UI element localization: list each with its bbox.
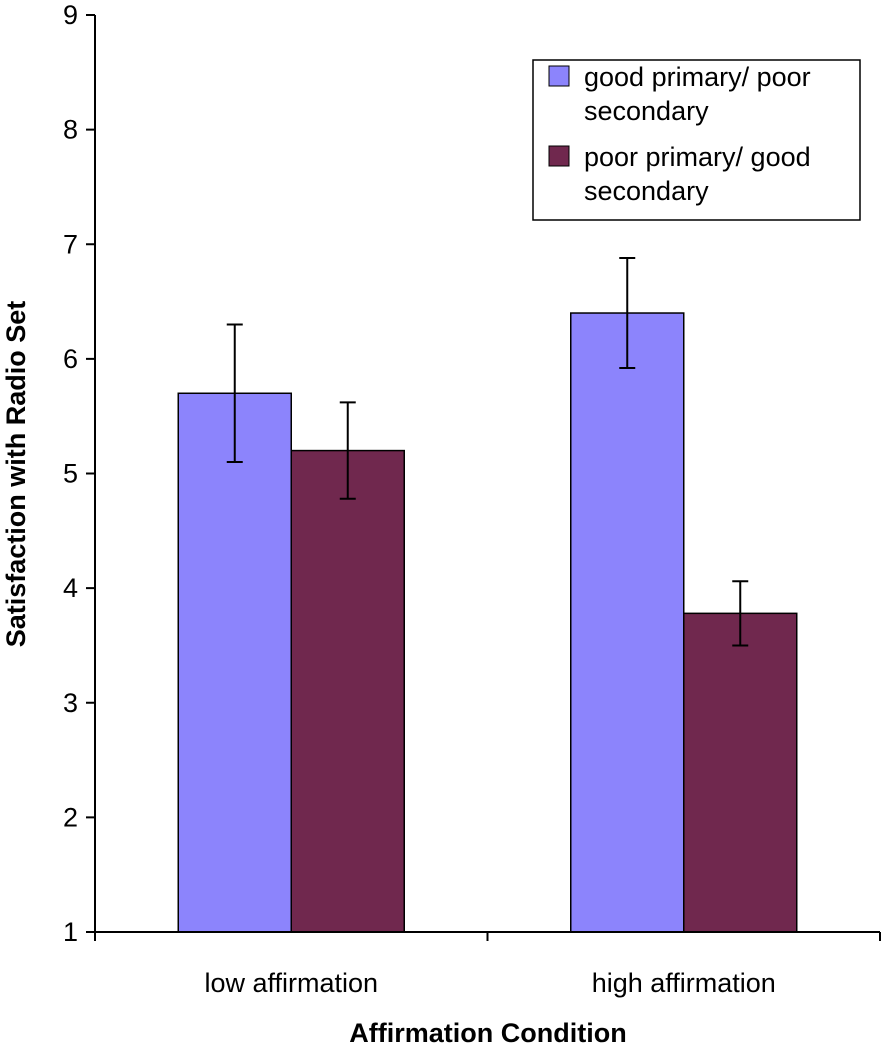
legend-swatch [548, 65, 570, 87]
y-tick-label: 9 [63, 0, 78, 30]
bar [570, 312, 685, 933]
error-bar [226, 323, 243, 464]
legend-label: secondary [584, 176, 709, 206]
legend-box [532, 59, 861, 221]
bar [177, 392, 292, 933]
legend-swatch [548, 145, 570, 167]
y-tick-label: 2 [63, 802, 78, 832]
y-tick-label: 8 [63, 115, 78, 145]
y-tick-label: 5 [63, 459, 78, 489]
error-bar [619, 257, 636, 370]
bar [290, 449, 405, 933]
y-tick-label: 6 [63, 344, 78, 374]
x-tick-label: high affirmation [592, 968, 776, 998]
x-axis-title: Affirmation Condition [349, 1018, 626, 1048]
x-tick-label: low affirmation [204, 968, 378, 998]
legend: good primary/ poor secondary poor primary/… [532, 59, 861, 221]
error-bar [732, 580, 749, 647]
error-bar [339, 401, 356, 500]
y-tick-label: 7 [63, 229, 78, 259]
y-tick-label: 3 [63, 688, 78, 718]
legend-label: good primary/ poor [584, 62, 811, 92]
legend-label: secondary [584, 96, 709, 126]
legend-label: poor primary/ good [584, 142, 811, 172]
y-tick-label: 1 [63, 917, 78, 947]
y-tick-label: 4 [63, 573, 78, 603]
y-axis-title: Satisfaction with Radio Set [1, 301, 31, 648]
bar [683, 612, 798, 933]
